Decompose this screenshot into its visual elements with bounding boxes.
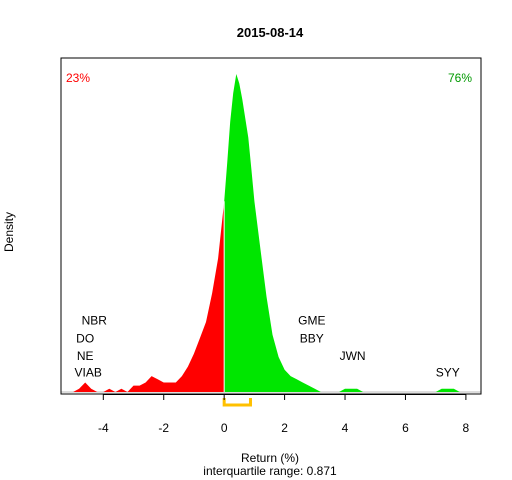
x-tick-label: 6 — [402, 421, 409, 435]
ticker-label: GME — [298, 314, 325, 328]
percent-positive-label: 76% — [448, 71, 472, 85]
x-tick-label: 8 — [463, 421, 470, 435]
x-tick-label: 0 — [221, 421, 228, 435]
plot-area: -4 -2 0 2 4 6 8 NBR DO NE VIAB GME BBY JWN SYY — [61, 74, 481, 435]
y-axis-label: Density — [2, 212, 16, 252]
ticker-label: DO — [76, 331, 94, 345]
ticker-label: VIAB — [75, 366, 102, 380]
x-tick-label: -2 — [158, 421, 169, 435]
plot-frame — [60, 57, 482, 395]
ticker-label: JWN — [340, 349, 366, 363]
iqr-bracket — [222, 398, 252, 407]
chart-title: 2015-08-14 — [237, 25, 304, 40]
chart-subtitle: interquartile range: 0.871 — [203, 464, 337, 478]
percent-negative-label: 23% — [66, 71, 90, 85]
negative-density-area — [73, 201, 225, 392]
x-axis-label: Return (%) — [241, 451, 299, 465]
x-tick-label: 2 — [281, 421, 288, 435]
ticker-label: BBY — [300, 331, 324, 345]
x-tick-label: 4 — [342, 421, 349, 435]
positive-density-area — [224, 74, 466, 392]
ticker-label: NE — [77, 349, 94, 363]
x-tick-label: -4 — [98, 421, 109, 435]
ticker-label: SYY — [436, 366, 460, 380]
ticker-label: NBR — [82, 314, 108, 328]
